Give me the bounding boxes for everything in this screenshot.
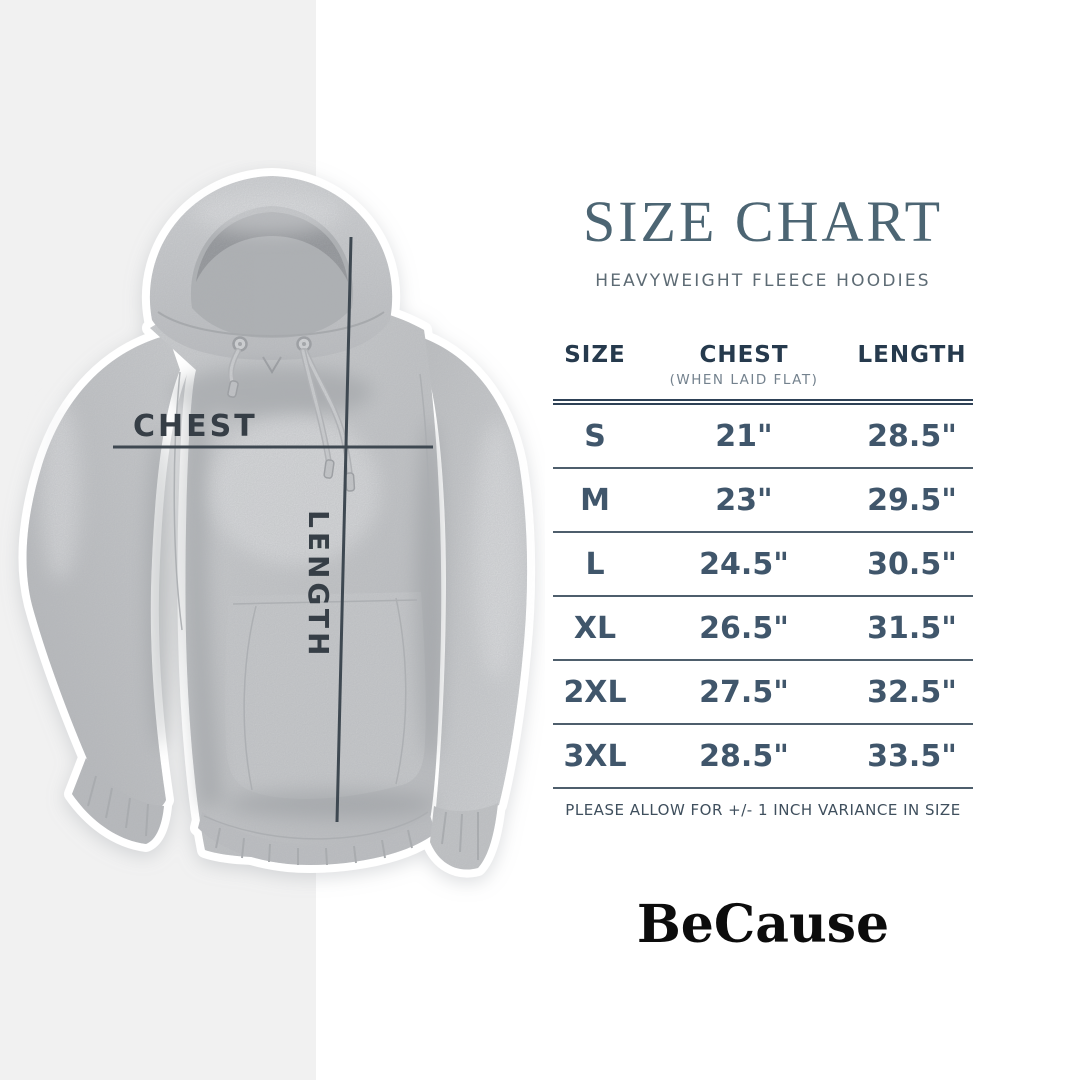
- size-chart-panel: SIZE CHART HEAVYWEIGHT FLEECE HOODIES SI…: [553, 0, 973, 1080]
- size-cell: M: [580, 482, 610, 518]
- variance-note: PLEASE ALLOW FOR +/- 1 INCH VARIANCE IN …: [565, 801, 961, 819]
- hoodie-illustration: [26, 176, 528, 870]
- heather-texture: [26, 176, 528, 870]
- length-cell: 31.5": [867, 610, 957, 646]
- size-cell: XL: [573, 610, 617, 646]
- page-title: SIZE CHART: [582, 189, 944, 254]
- chest-cell: 21": [715, 418, 773, 454]
- table-header-rule: [553, 399, 973, 405]
- table-row: XL 26.5" 31.5": [553, 597, 973, 661]
- column-header-size: SIZE: [564, 342, 626, 368]
- column-header-chest-note: (WHEN LAID FLAT): [669, 372, 819, 388]
- length-cell: 29.5": [867, 482, 957, 518]
- length-measure-line: [335, 236, 353, 823]
- table-row: S 21" 28.5": [553, 405, 973, 469]
- table-row: L 24.5" 30.5": [553, 533, 973, 597]
- brand-logo: BeCause: [636, 894, 890, 955]
- chest-cell: 28.5": [699, 738, 789, 774]
- hoodie-photo: CHEST LENGTH: [18, 168, 536, 878]
- length-cell: 33.5": [867, 738, 957, 774]
- table-header-row: SIZE CHEST (WHEN LAID FLAT) LENGTH: [553, 341, 973, 388]
- column-header-chest: CHEST: [699, 342, 789, 368]
- length-label: LENGTH: [302, 510, 335, 659]
- column-header-chest-group: CHEST (WHEN LAID FLAT): [637, 341, 851, 388]
- column-header-length: LENGTH: [857, 342, 967, 368]
- length-cell: 28.5": [867, 418, 957, 454]
- measurement-overlay: CHEST LENGTH: [113, 236, 433, 823]
- page-subtitle: HEAVYWEIGHT FLEECE HOODIES: [595, 271, 931, 291]
- size-cell: S: [584, 418, 606, 454]
- chest-cell: 27.5": [699, 674, 789, 710]
- chest-cell: 26.5": [699, 610, 789, 646]
- chest-cell: 23": [715, 482, 773, 518]
- table-row: M 23" 29.5": [553, 469, 973, 533]
- size-cell: 3XL: [563, 738, 627, 774]
- size-cell: 2XL: [563, 674, 627, 710]
- size-table: S 21" 28.5" M 23" 29.5" L 24.5" 30.5" XL…: [553, 405, 973, 789]
- length-cell: 30.5": [867, 546, 957, 582]
- chest-cell: 24.5": [699, 546, 789, 582]
- table-row: 3XL 28.5" 33.5": [553, 725, 973, 789]
- table-row: 2XL 27.5" 32.5": [553, 661, 973, 725]
- length-cell: 32.5": [867, 674, 957, 710]
- size-cell: L: [585, 546, 605, 582]
- chest-label: CHEST: [133, 409, 258, 444]
